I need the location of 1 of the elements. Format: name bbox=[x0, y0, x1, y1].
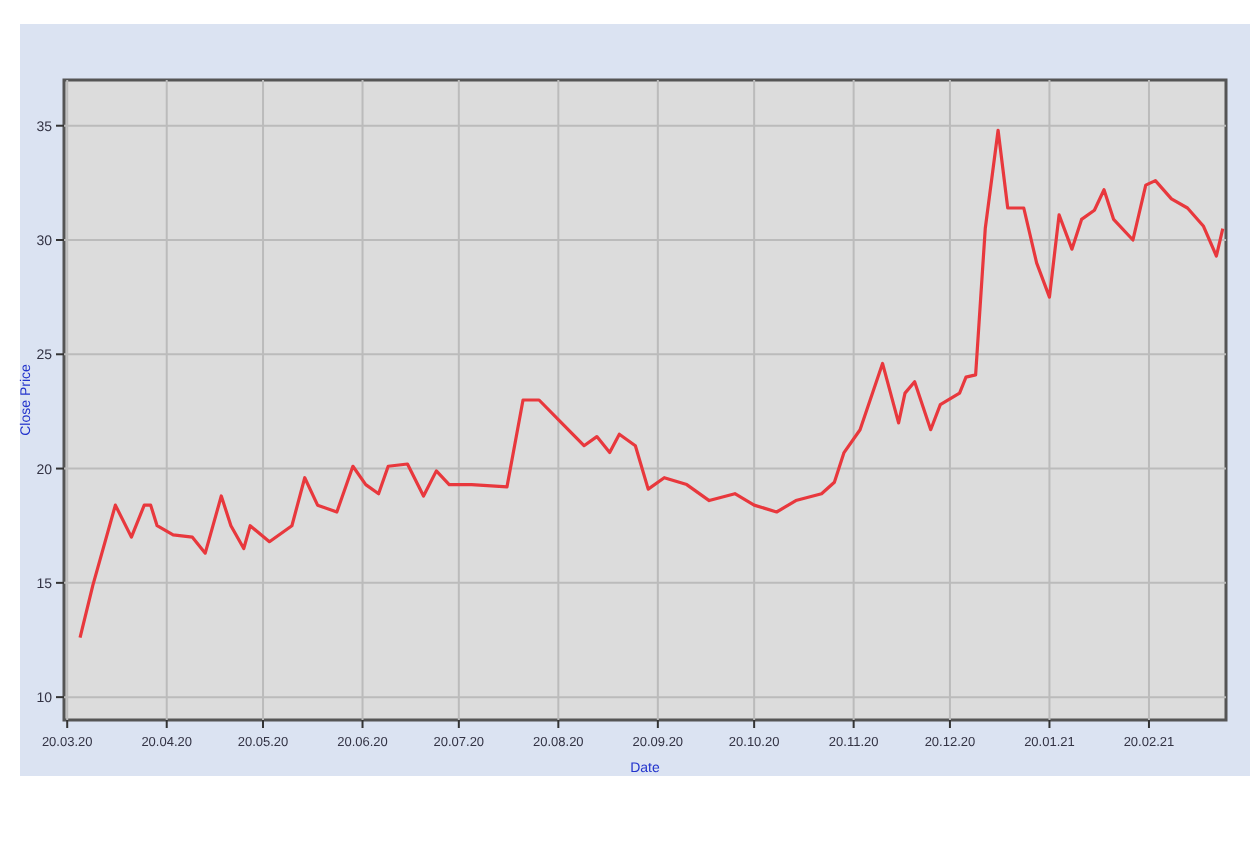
line-series bbox=[78, 128, 1225, 640]
